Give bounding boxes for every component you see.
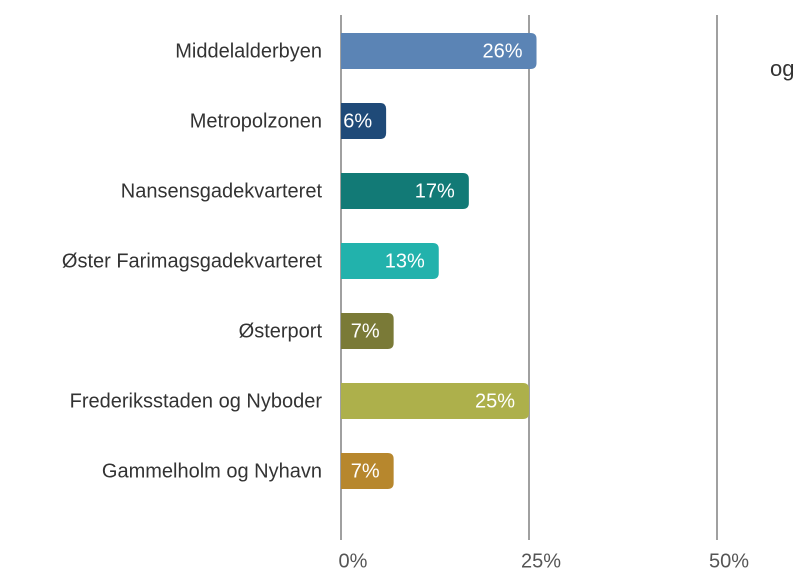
value-label: 6% xyxy=(343,110,372,132)
category-label: Nansensgadekvarteret xyxy=(121,180,323,202)
bar xyxy=(341,173,469,209)
category-label: Øster Farimagsgadekvarteret xyxy=(62,250,323,272)
value-label: 17% xyxy=(415,180,455,202)
category-label: Frederiksstaden og Nyboder xyxy=(70,390,323,412)
x-tick-label: 50% xyxy=(709,550,749,572)
bar xyxy=(341,453,394,489)
category-label: Østerport xyxy=(239,320,323,342)
value-label: 13% xyxy=(385,250,425,272)
x-tick-label: 25% xyxy=(521,550,561,572)
bar xyxy=(341,243,439,279)
annotation: og xyxy=(770,56,794,81)
value-label: 7% xyxy=(351,460,380,482)
value-label: 26% xyxy=(482,40,522,62)
value-label: 7% xyxy=(351,320,380,342)
bar xyxy=(341,313,394,349)
bar xyxy=(341,383,529,419)
x-tick-label: 0% xyxy=(339,550,368,572)
category-label: Middelalderbyen xyxy=(175,40,322,62)
bar xyxy=(341,103,387,139)
category-label: Metropolzonen xyxy=(190,110,322,132)
value-label: 25% xyxy=(475,390,515,412)
bar xyxy=(341,33,537,69)
category-label: Gammelholm og Nyhavn xyxy=(102,460,322,482)
